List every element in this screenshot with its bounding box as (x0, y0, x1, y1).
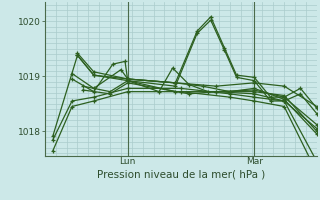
X-axis label: Pression niveau de la mer( hPa ): Pression niveau de la mer( hPa ) (97, 169, 265, 179)
